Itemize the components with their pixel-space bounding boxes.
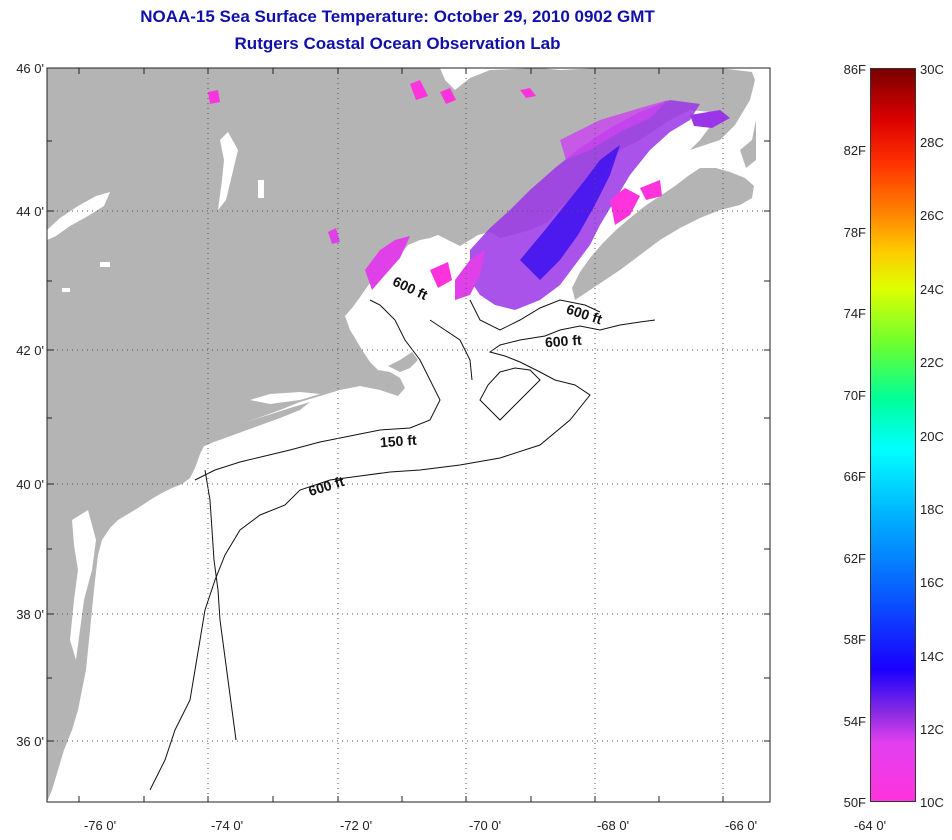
colorbar-f-label: 70F <box>843 388 866 403</box>
colorbar-f-label: 78F <box>843 225 866 240</box>
axis-ticks <box>47 67 770 802</box>
colorbar-c-label: 30C <box>920 62 944 77</box>
graticule <box>47 68 770 802</box>
lon-label: -72 0' <box>339 818 373 833</box>
colorbar-f-label: 74F <box>843 306 866 321</box>
lat-label: 46 0' <box>16 61 44 76</box>
colorbar-c-label: 12C <box>920 722 944 737</box>
lat-label: 42 0' <box>16 343 44 358</box>
inland-water <box>47 132 320 660</box>
contour-label-150ft: 150 ft <box>379 431 418 451</box>
colorbar-c-label: 14C <box>920 649 944 664</box>
colorbar-f-label: 82F <box>843 143 866 158</box>
colorbar-c-label: 22C <box>920 355 944 370</box>
colorbar-f-label: 86F <box>843 62 866 77</box>
lat-label: 44 0' <box>16 204 44 219</box>
colorbar-c-label: 24C <box>920 282 944 297</box>
colorbar-f-label: 50F <box>843 795 866 810</box>
lat-label: 36 0' <box>16 734 44 749</box>
colorbar-f-label: 62F <box>843 551 866 566</box>
bathymetry-contours <box>149 299 656 791</box>
lon-label: -68 0' <box>596 818 630 833</box>
lon-label: -74 0' <box>210 818 244 833</box>
map-frame <box>46 67 771 803</box>
lat-label: 40 0' <box>16 477 44 492</box>
temperature-colorbar <box>870 68 916 802</box>
colorbar-c-label: 18C <box>920 502 944 517</box>
lon-label: -76 0' <box>83 818 117 833</box>
colorbar-c-label: 26C <box>920 208 944 223</box>
colorbar-c-label: 28C <box>920 135 944 150</box>
colorbar-c-label: 20C <box>920 429 944 444</box>
chart-title: NOAA-15 Sea Surface Temperature: October… <box>140 7 655 26</box>
colorbar-f-label: 58F <box>843 632 866 647</box>
colorbar-c-label: 16C <box>920 575 944 590</box>
chart-subtitle: Rutgers Coastal Ocean Observation Lab <box>234 34 561 53</box>
colorbar-c-label: 10C <box>920 795 944 810</box>
sst-data <box>208 80 730 310</box>
lat-label: 38 0' <box>16 607 44 622</box>
colorbar-f-label: 54F <box>843 714 866 729</box>
contour-label-600ft-c: 600 ft <box>544 331 583 351</box>
lon-label: -70 0' <box>468 818 502 833</box>
land <box>47 68 756 802</box>
lon-label: -66 0' <box>724 818 758 833</box>
colorbar-f-label: 66F <box>843 469 866 484</box>
lon-label: -64 0' <box>853 818 887 833</box>
